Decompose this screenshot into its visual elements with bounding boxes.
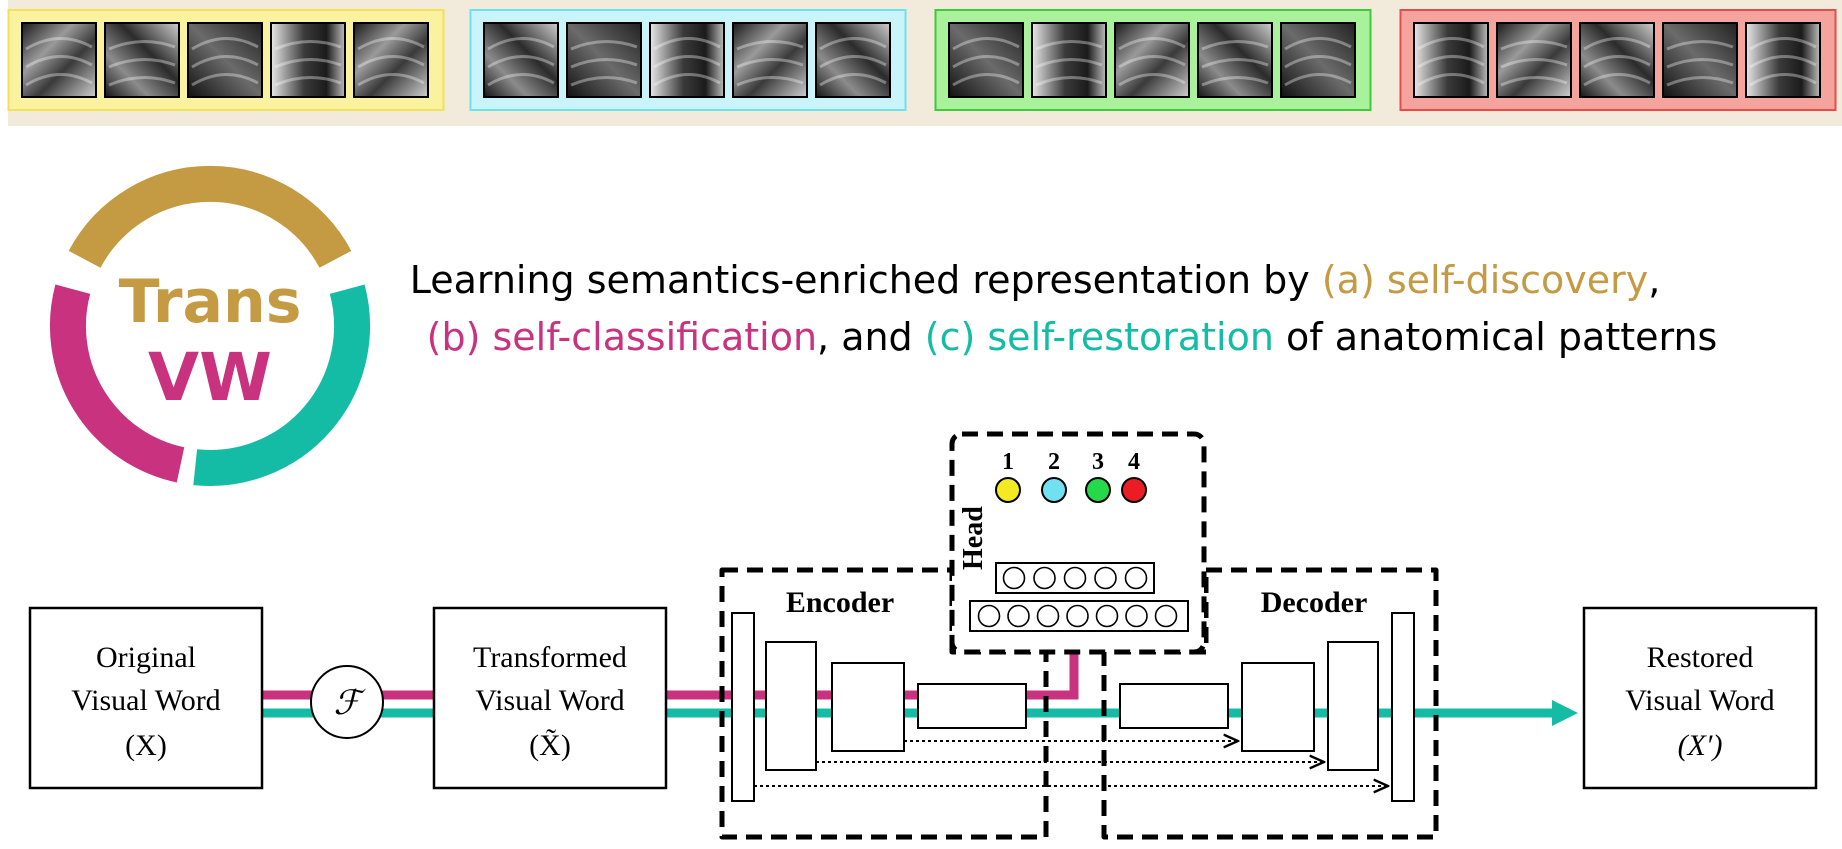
decoder-block-3 <box>1327 641 1379 771</box>
decoder-block-1 <box>1119 683 1229 729</box>
xray-thumbnail <box>104 22 180 98</box>
original-label-line2: Visual Word <box>71 684 220 717</box>
transformed-label-line1: Transformed <box>473 641 627 674</box>
logo-arc-classification <box>49 284 185 483</box>
head-class-label: 4 <box>1128 449 1140 475</box>
logo-arc-restoration <box>193 284 371 486</box>
xray-thumbnail <box>353 22 429 98</box>
neuron <box>1063 566 1087 590</box>
neuron <box>1033 566 1056 590</box>
head-class-label: 2 <box>1048 449 1060 475</box>
neuron <box>1095 604 1119 628</box>
xray-thumbnail <box>187 22 263 98</box>
headline-prefix: Learning semantics-enriched representati… <box>410 258 1322 302</box>
xray-thumbnail <box>1114 22 1190 98</box>
headline-line-2: (b) self-classification, and (c) self-re… <box>427 315 1718 359</box>
logo-text-trans: Trans <box>119 267 302 337</box>
xray-thumbnail <box>1496 22 1572 98</box>
head-class-1: 1 <box>995 449 1021 503</box>
headline-and: , and <box>817 315 925 359</box>
head-class-4: 4 <box>1121 449 1147 503</box>
xray-thumbnail <box>732 22 808 98</box>
xray-thumbnail <box>948 22 1024 98</box>
decoder-block-4 <box>1391 612 1415 802</box>
transformed-label-line3: (X̃) <box>529 729 571 762</box>
neuron <box>1154 604 1178 628</box>
neuron <box>1036 604 1060 628</box>
xray-thumbnail <box>21 22 97 98</box>
encoder-block-3 <box>831 662 905 752</box>
cluster-group-3 <box>934 9 1372 111</box>
original-visual-word-box: Original Visual Word (X) <box>28 606 264 790</box>
head-class-dot <box>995 477 1021 503</box>
xray-thumbnail <box>1280 22 1356 98</box>
encoder-label: Encoder <box>786 586 894 619</box>
encoder-block-4 <box>917 683 1027 729</box>
head-class-label: 1 <box>1002 449 1014 475</box>
neuron <box>1094 566 1117 590</box>
restoration-arrow-head <box>1552 700 1578 726</box>
decoder-block-2 <box>1241 662 1315 752</box>
xray-thumbnail <box>270 22 346 98</box>
headline-suffix: of anatomical patterns <box>1274 315 1717 359</box>
headline-self-restoration: (c) self-restoration <box>925 315 1274 359</box>
neuron <box>1124 566 1148 590</box>
headline-comma: , <box>1648 258 1660 302</box>
head-class-2: 2 <box>1041 449 1067 503</box>
neuron <box>1125 604 1148 628</box>
head-neurons <box>977 566 1178 628</box>
head-label: Head <box>958 506 989 570</box>
xray-thumbnail <box>649 22 725 98</box>
logo-arc-discovery <box>68 166 352 269</box>
neuron <box>1007 604 1030 628</box>
cluster-group-4 <box>1399 9 1837 111</box>
transvw-logo: Trans VW <box>49 166 371 486</box>
xray-thumbnail <box>815 22 891 98</box>
head-class-dot <box>1085 477 1111 503</box>
head-class-label: 3 <box>1092 449 1104 475</box>
xray-thumbnail <box>1413 22 1489 98</box>
xray-thumbnail <box>1745 22 1821 98</box>
restored-label-line1: Restored <box>1647 641 1754 674</box>
headline-self-discovery: (a) self-discovery <box>1322 258 1648 302</box>
original-label-line1: Original <box>96 641 196 674</box>
transformed-label-line2: Visual Word <box>475 684 624 717</box>
xray-thumbnail <box>566 22 642 98</box>
restored-label-line3: (X′) <box>1678 729 1723 762</box>
transformed-visual-word-box: Transformed Visual Word (X̃) <box>432 606 668 790</box>
decoder-region <box>1101 567 1439 840</box>
xray-thumbnail <box>1579 22 1655 98</box>
restored-visual-word-box: Restored Visual Word (X′) <box>1582 606 1818 790</box>
xray-thumbnail <box>483 22 559 98</box>
headline-line-1: Learning semantics-enriched representati… <box>410 258 1661 302</box>
cluster-group-1 <box>7 9 445 111</box>
head-class-dot <box>1121 477 1147 503</box>
original-label-line3: (X) <box>125 729 167 762</box>
cluster-group-2 <box>469 9 907 111</box>
head-class-3: 3 <box>1085 449 1111 503</box>
transformation-node: ℱ <box>310 665 384 739</box>
decoder-label: Decoder <box>1261 586 1368 619</box>
xray-thumbnail <box>1662 22 1738 98</box>
restored-label-line2: Visual Word <box>1625 684 1774 717</box>
neuron <box>1002 566 1026 590</box>
headline-self-classification: (b) self-classification <box>427 315 817 359</box>
xray-thumbnail <box>1197 22 1273 98</box>
cluster-groups <box>7 9 1837 111</box>
encoder-block-2 <box>765 641 817 771</box>
xray-thumbnail <box>1031 22 1107 98</box>
neuron <box>977 604 1001 628</box>
head-class-dot <box>1041 477 1067 503</box>
encoder-block-1 <box>731 612 755 802</box>
neuron <box>1066 604 1089 628</box>
logo-text-vw: VW <box>148 339 272 416</box>
